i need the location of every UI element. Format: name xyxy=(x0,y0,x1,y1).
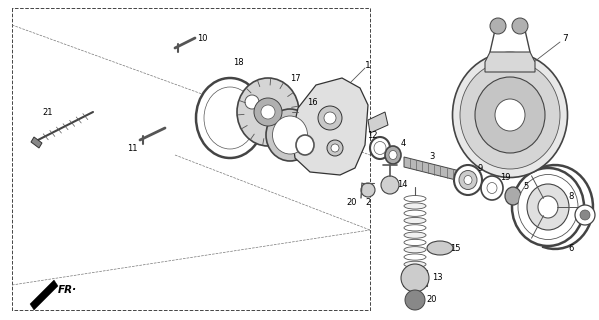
Text: 3: 3 xyxy=(429,151,435,161)
Ellipse shape xyxy=(495,99,525,131)
Ellipse shape xyxy=(454,165,482,195)
Circle shape xyxy=(401,264,429,292)
Text: 20: 20 xyxy=(347,197,357,206)
Ellipse shape xyxy=(385,146,401,164)
Bar xyxy=(403,270,427,286)
Text: 13: 13 xyxy=(432,274,442,283)
Polygon shape xyxy=(30,280,58,310)
Circle shape xyxy=(580,210,590,220)
Circle shape xyxy=(575,205,595,225)
Ellipse shape xyxy=(475,77,545,153)
Ellipse shape xyxy=(487,182,497,194)
Text: 7: 7 xyxy=(562,34,568,43)
Ellipse shape xyxy=(266,109,314,161)
Ellipse shape xyxy=(370,137,390,159)
Text: 16: 16 xyxy=(307,98,317,107)
Circle shape xyxy=(327,140,343,156)
Ellipse shape xyxy=(518,174,578,239)
Text: 21: 21 xyxy=(43,108,53,116)
Text: 5: 5 xyxy=(524,181,529,190)
Ellipse shape xyxy=(389,150,397,159)
Polygon shape xyxy=(485,52,535,72)
Ellipse shape xyxy=(460,61,560,169)
Text: 8: 8 xyxy=(568,191,574,201)
Circle shape xyxy=(490,18,506,34)
Ellipse shape xyxy=(196,78,264,158)
Circle shape xyxy=(324,112,336,124)
Polygon shape xyxy=(292,78,368,175)
Polygon shape xyxy=(368,112,388,133)
Text: 12: 12 xyxy=(367,131,377,140)
Text: 2: 2 xyxy=(365,197,371,206)
Ellipse shape xyxy=(505,187,521,205)
Text: 10: 10 xyxy=(196,34,207,43)
Ellipse shape xyxy=(204,87,256,149)
Circle shape xyxy=(245,95,259,109)
Ellipse shape xyxy=(404,218,426,224)
Ellipse shape xyxy=(404,239,426,245)
Text: 1: 1 xyxy=(365,60,371,69)
Ellipse shape xyxy=(404,261,426,268)
Ellipse shape xyxy=(404,203,426,209)
Text: 4: 4 xyxy=(400,139,406,148)
Circle shape xyxy=(381,176,399,194)
Polygon shape xyxy=(31,137,42,148)
Ellipse shape xyxy=(404,210,426,216)
Polygon shape xyxy=(404,157,460,181)
Text: FR·: FR· xyxy=(58,285,77,295)
Circle shape xyxy=(318,106,342,130)
Ellipse shape xyxy=(512,168,584,246)
Text: 17: 17 xyxy=(290,74,300,83)
Ellipse shape xyxy=(452,52,567,178)
Ellipse shape xyxy=(374,141,386,155)
Ellipse shape xyxy=(427,241,453,255)
Circle shape xyxy=(405,290,425,310)
Circle shape xyxy=(254,98,282,126)
Ellipse shape xyxy=(296,135,314,155)
Text: 11: 11 xyxy=(127,143,137,153)
Text: 15: 15 xyxy=(450,244,460,252)
Text: 18: 18 xyxy=(232,58,243,67)
Circle shape xyxy=(361,183,375,197)
Ellipse shape xyxy=(404,247,426,253)
Circle shape xyxy=(261,105,275,119)
Ellipse shape xyxy=(481,176,503,200)
Text: 9: 9 xyxy=(477,164,483,172)
Ellipse shape xyxy=(237,78,299,146)
Ellipse shape xyxy=(273,116,307,154)
Circle shape xyxy=(331,144,339,152)
Text: 19: 19 xyxy=(500,172,510,181)
Text: 6: 6 xyxy=(568,244,574,252)
Circle shape xyxy=(512,18,528,34)
Ellipse shape xyxy=(459,171,477,189)
Ellipse shape xyxy=(404,196,426,202)
Text: 14: 14 xyxy=(397,180,407,188)
Ellipse shape xyxy=(527,184,569,230)
Ellipse shape xyxy=(404,232,426,238)
Text: 20: 20 xyxy=(426,295,437,305)
Ellipse shape xyxy=(538,196,558,218)
Ellipse shape xyxy=(404,254,426,260)
Ellipse shape xyxy=(464,175,472,185)
Ellipse shape xyxy=(404,225,426,231)
